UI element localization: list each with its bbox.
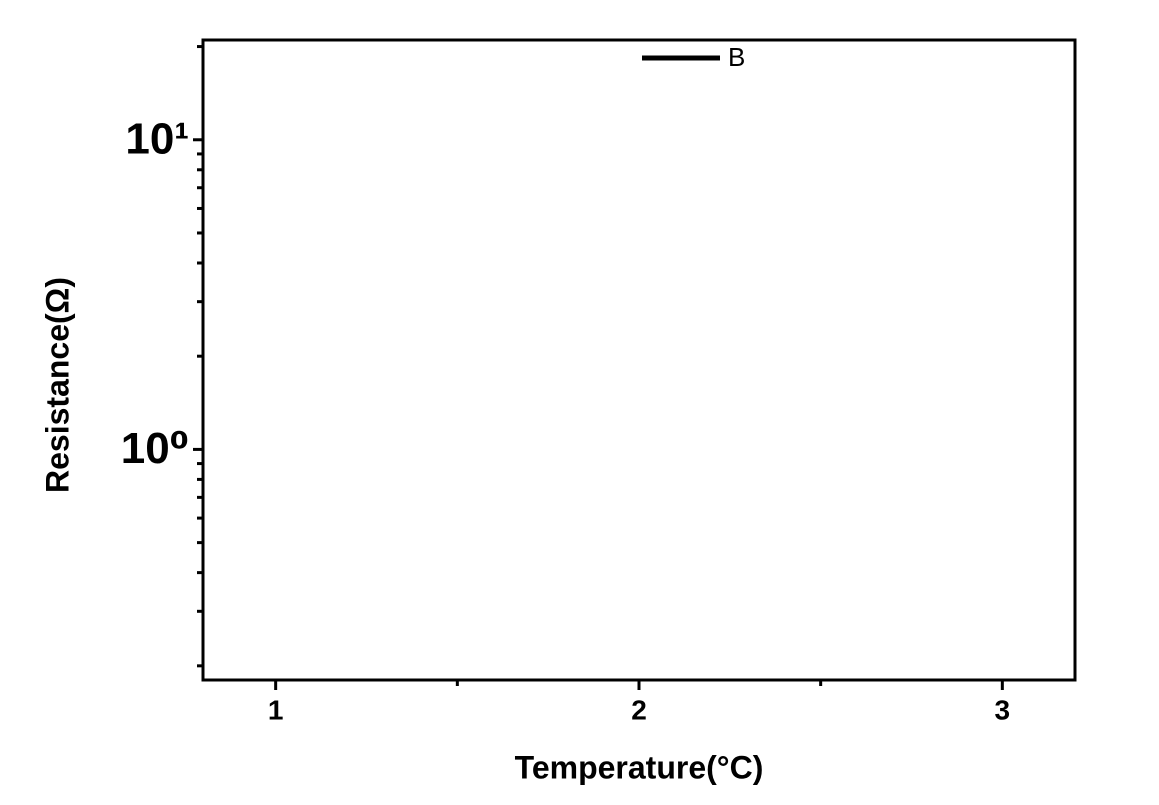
x-tick-label: 3 [995, 694, 1011, 725]
y-axis-label: Resistance(Ω) [39, 277, 75, 493]
y-tick-label: 10¹ [125, 114, 189, 163]
y-tick-label: 10⁰ [121, 424, 189, 473]
x-tick-label: 2 [631, 694, 647, 725]
x-tick-label: 1 [268, 694, 284, 725]
plot-frame [201, 38, 1077, 682]
legend-label: B [728, 42, 745, 72]
x-axis-label: Temperature(°C) [515, 749, 764, 785]
